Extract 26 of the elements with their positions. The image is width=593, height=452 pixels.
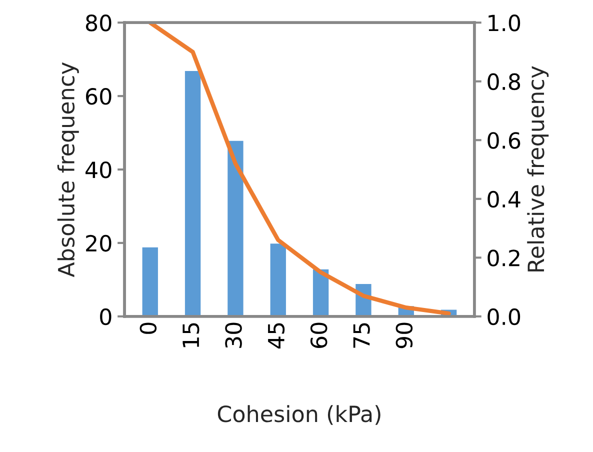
y2-tick-label: 0.0 bbox=[488, 308, 520, 326]
y2-tick-label: 0.2 bbox=[488, 250, 520, 266]
line-series bbox=[148, 22, 451, 316]
x-tick-label: 30 bbox=[225, 322, 242, 348]
y-tick-label: 80 bbox=[86, 14, 112, 32]
y2-tick-label: 0.6 bbox=[488, 132, 520, 149]
x-axis-title: Cohesion (kPa) bbox=[218, 405, 380, 425]
x-tick-label: 0 bbox=[140, 322, 157, 334]
bar bbox=[226, 139, 245, 316]
y-tick-label: 60 bbox=[86, 88, 112, 105]
bar bbox=[184, 70, 202, 316]
y-axis-title: Absolute frequency bbox=[57, 62, 79, 278]
bar bbox=[140, 246, 160, 316]
y-tick-label: 20 bbox=[86, 234, 112, 252]
y-tick-label: 0 bbox=[100, 308, 112, 326]
y2-tick-label: 0.4 bbox=[488, 190, 520, 208]
bar bbox=[268, 242, 288, 316]
y2-tick-label: 1.0 bbox=[488, 14, 520, 32]
x-tick-label: 75 bbox=[353, 323, 370, 348]
x-tick-label: 45 bbox=[268, 323, 285, 348]
x-tick-label: 15 bbox=[182, 323, 200, 348]
y2-axis-title: Relative frequency bbox=[527, 66, 549, 272]
x-tick-label: 90 bbox=[396, 322, 413, 348]
x-tick-label: 60 bbox=[310, 322, 328, 348]
y-tick-label: 40 bbox=[86, 161, 112, 178]
y2-tick-label: 0.8 bbox=[488, 73, 520, 90]
